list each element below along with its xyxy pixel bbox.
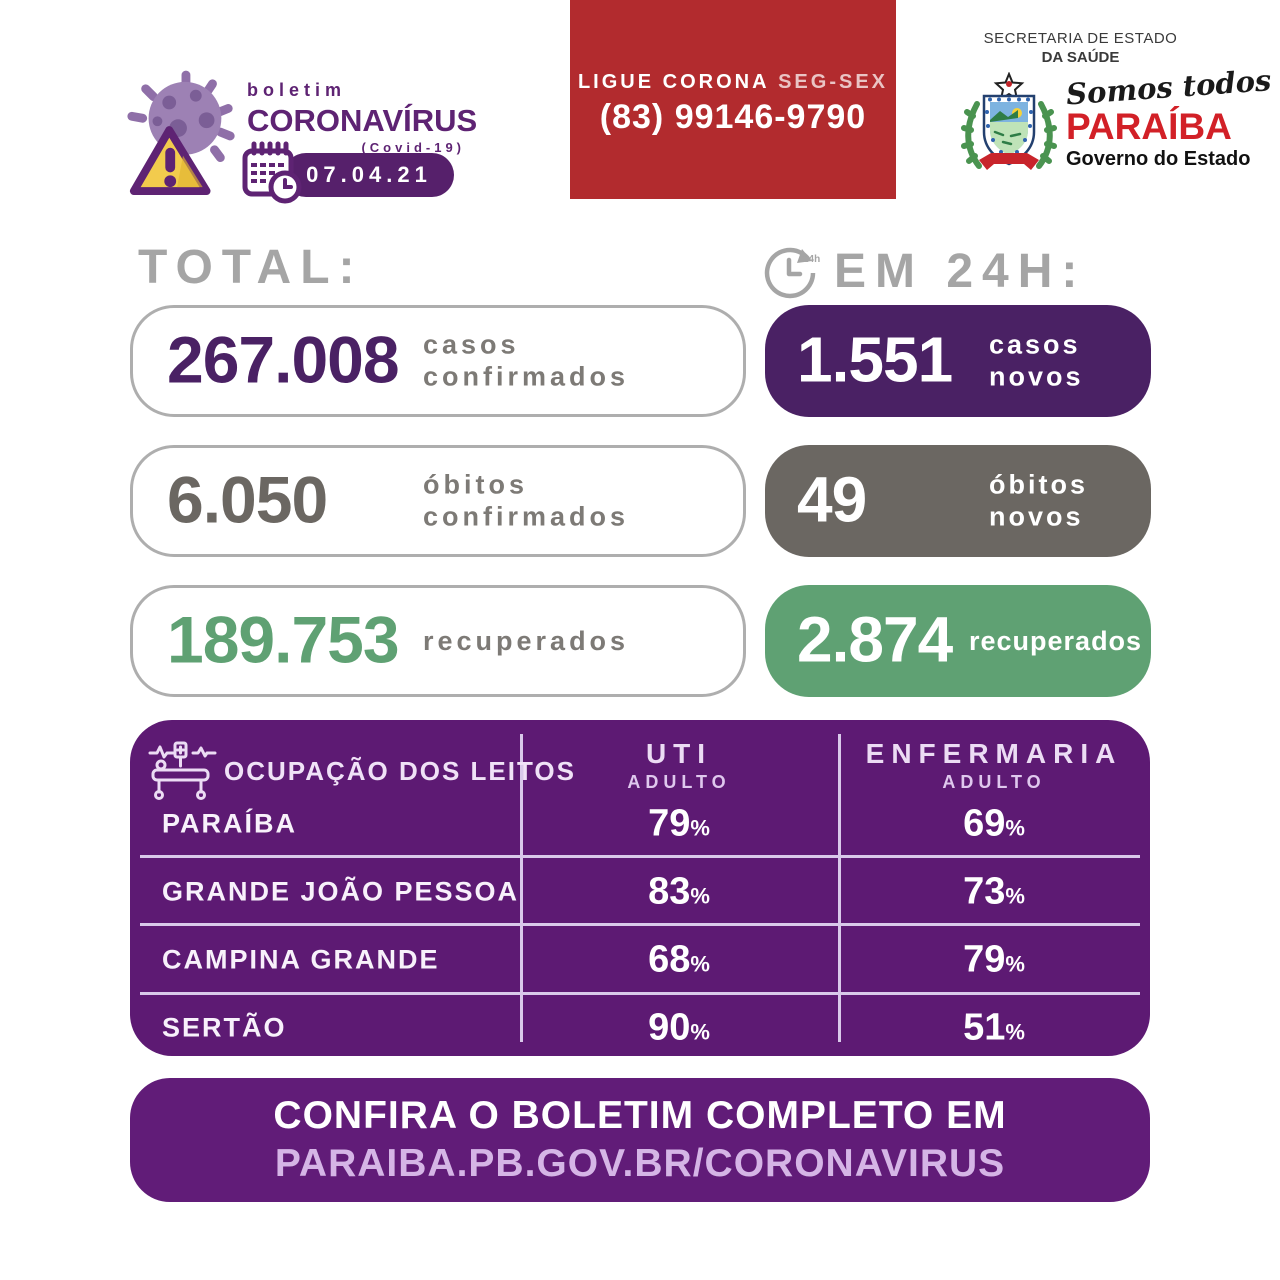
column-header-enfermaria: ENFERMARIA ADULTO [865, 738, 1123, 792]
secretaria-line1: SECRETARIA DE ESTADO [983, 30, 1178, 47]
uti-value: 83% [648, 870, 710, 913]
page-title: CORONAVÍRUS [247, 103, 478, 138]
column-header-uti: UTI ADULTO [627, 738, 731, 792]
hotline-box: LIGUE CORONA SEG-SEX (83) 99146-9790 [570, 0, 896, 199]
new-cases-value: 1.551 [797, 323, 953, 396]
virus-spikes-icon [127, 70, 235, 163]
new-deaths-card: 49 óbitos novos [765, 445, 1151, 557]
new-recovered-label: recuperados [969, 625, 1143, 656]
enfermaria-value: 73% [963, 870, 1025, 913]
hospital-bed-icon [148, 740, 218, 802]
table-row: GRANDE JOÃO PESSOA 83% 73% [130, 864, 1150, 920]
table-divider [140, 992, 1140, 995]
table-divider [838, 734, 841, 1042]
em24h-title: EM 24H: [834, 244, 1087, 298]
total-deaths-label: óbitos confirmados [423, 469, 630, 532]
em24h-heading: 24h EM 24H: [762, 240, 1086, 302]
region-label: SERTÃO [162, 1012, 287, 1043]
new-recovered-value: 2.874 [797, 603, 953, 676]
total-recovered-value: 189.753 [167, 602, 400, 677]
footer-message: CONFIRA O BOLETIM COMPLETO EM [273, 1094, 1007, 1137]
beds-table-title: OCUPAÇÃO DOS LEITOS [224, 756, 576, 786]
uti-value: 90% [648, 1006, 710, 1049]
covid-subtitle: (Covid-19) [361, 140, 465, 155]
new-recovered-card: 2.874 recuperados [765, 585, 1151, 697]
region-label: CAMPINA GRANDE [162, 944, 440, 975]
hotline-days: SEG-SEX [778, 71, 889, 93]
new-deaths-label: óbitos novos [989, 469, 1088, 532]
new-cases-label: casos novos [989, 329, 1084, 392]
bulletin-title-block: boletim CORONAVÍRUS (Covid-19) [247, 80, 478, 155]
uti-value: 68% [648, 938, 710, 981]
government-block: SECRETARIA DE ESTADO DA SAÚDE [938, 30, 1272, 170]
table-row: PARAÍBA 79% 69% [130, 796, 1150, 852]
footer-url: PARAIBA.PB.GOV.BR/CORONAVIRUS [274, 1142, 1006, 1185]
total-cases-label: casos confirmados [423, 329, 630, 392]
total-deaths-value: 6.050 [167, 462, 328, 537]
table-row: CAMPINA GRANDE 68% 79% [130, 932, 1150, 988]
new-cases-card: 1.551 casos novos [765, 305, 1151, 417]
total-cases-card: 267.008 casos confirmados [130, 305, 746, 417]
total-deaths-card: 6.050 óbitos confirmados [130, 445, 746, 557]
total-recovered-card: 189.753 recuperados [130, 585, 746, 697]
date-badge: 07.04.21 [284, 153, 454, 197]
coronavirus-warning-icon [124, 66, 242, 204]
government-logo-text: Somos todos PARAÍBA Governo do Estado [1065, 63, 1272, 171]
clock-24h-icon: 24h [762, 244, 820, 302]
uti-value: 79% [648, 802, 710, 845]
total-recovered-label: recuperados [423, 625, 630, 656]
calendar-clock-icon [240, 140, 302, 206]
table-divider [140, 855, 1140, 858]
table-divider [140, 923, 1140, 926]
table-row: SERTÃO 90% 51% [130, 1000, 1150, 1056]
enfermaria-value: 51% [963, 1006, 1025, 1049]
footer-banner: CONFIRA O BOLETIM COMPLETO EM PARAIBA.PB… [130, 1078, 1150, 1202]
hotline-phone: (83) 99146-9790 [599, 98, 867, 136]
secretaria-line2: DA SAÚDE [1041, 49, 1120, 66]
bulletin-date: 07.04.21 [306, 162, 432, 187]
new-deaths-value: 49 [797, 463, 867, 536]
enfermaria-value: 79% [963, 938, 1025, 981]
total-heading: TOTAL: [138, 241, 364, 294]
paraiba-coat-of-arms [958, 71, 1060, 178]
table-divider [520, 734, 523, 1042]
hotline-name: LIGUE CORONA [577, 71, 770, 93]
boletim-label: boletim [247, 80, 347, 100]
secretaria-label: SECRETARIA DE ESTADO DA SAÚDE [938, 30, 1223, 66]
region-label: GRANDE JOÃO PESSOA [162, 876, 520, 907]
svg-text:24h: 24h [803, 254, 820, 265]
somos-todos-label: Somos todos [1065, 63, 1273, 112]
governo-label: Governo do Estado [1066, 148, 1251, 170]
enfermaria-value: 69% [963, 802, 1025, 845]
hotline-line1: LIGUE CORONA SEG-SEX [578, 71, 888, 94]
region-label: PARAÍBA [162, 808, 297, 839]
beds-occupancy-table: OCUPAÇÃO DOS LEITOS UTI ADULTO ENFERMARI… [130, 720, 1150, 1056]
total-cases-value: 267.008 [167, 322, 400, 397]
paraiba-label: PARAÍBA [1066, 106, 1232, 147]
